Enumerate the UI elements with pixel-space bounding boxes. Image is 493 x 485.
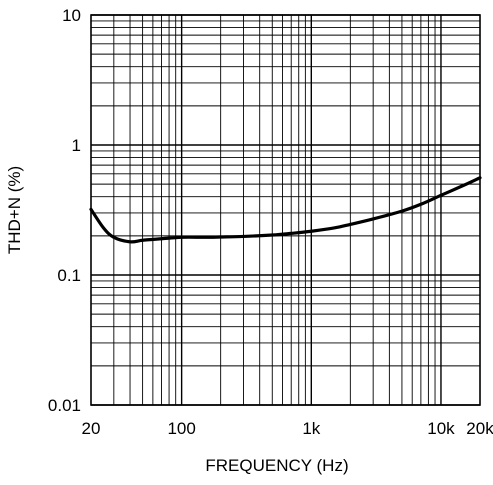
y-tick-label: 10 (62, 6, 81, 25)
x-axis-title: FREQUENCY (Hz) (205, 456, 348, 475)
x-tick-label: 1k (302, 419, 320, 438)
x-tick-label: 10k (427, 419, 455, 438)
plot-border (90, 14, 481, 406)
x-tick-label: 20 (82, 419, 101, 438)
x-tick-label: 100 (167, 419, 195, 438)
y-tick-label: 1 (72, 136, 81, 155)
thd-n-series-line (89, 176, 482, 244)
grid-layer (90, 14, 481, 406)
series-layer (89, 176, 482, 244)
tick-label-layer: 20 100 1k 10k 20k 0.01 0.1 1 10 (48, 6, 493, 438)
y-axis-title: THD+N (%) (5, 166, 24, 254)
y-tick-label: 0.01 (48, 396, 81, 415)
x-tick-label: 20k (466, 419, 493, 438)
plot-frame (90, 14, 481, 406)
y-tick-label: 0.1 (57, 266, 81, 285)
